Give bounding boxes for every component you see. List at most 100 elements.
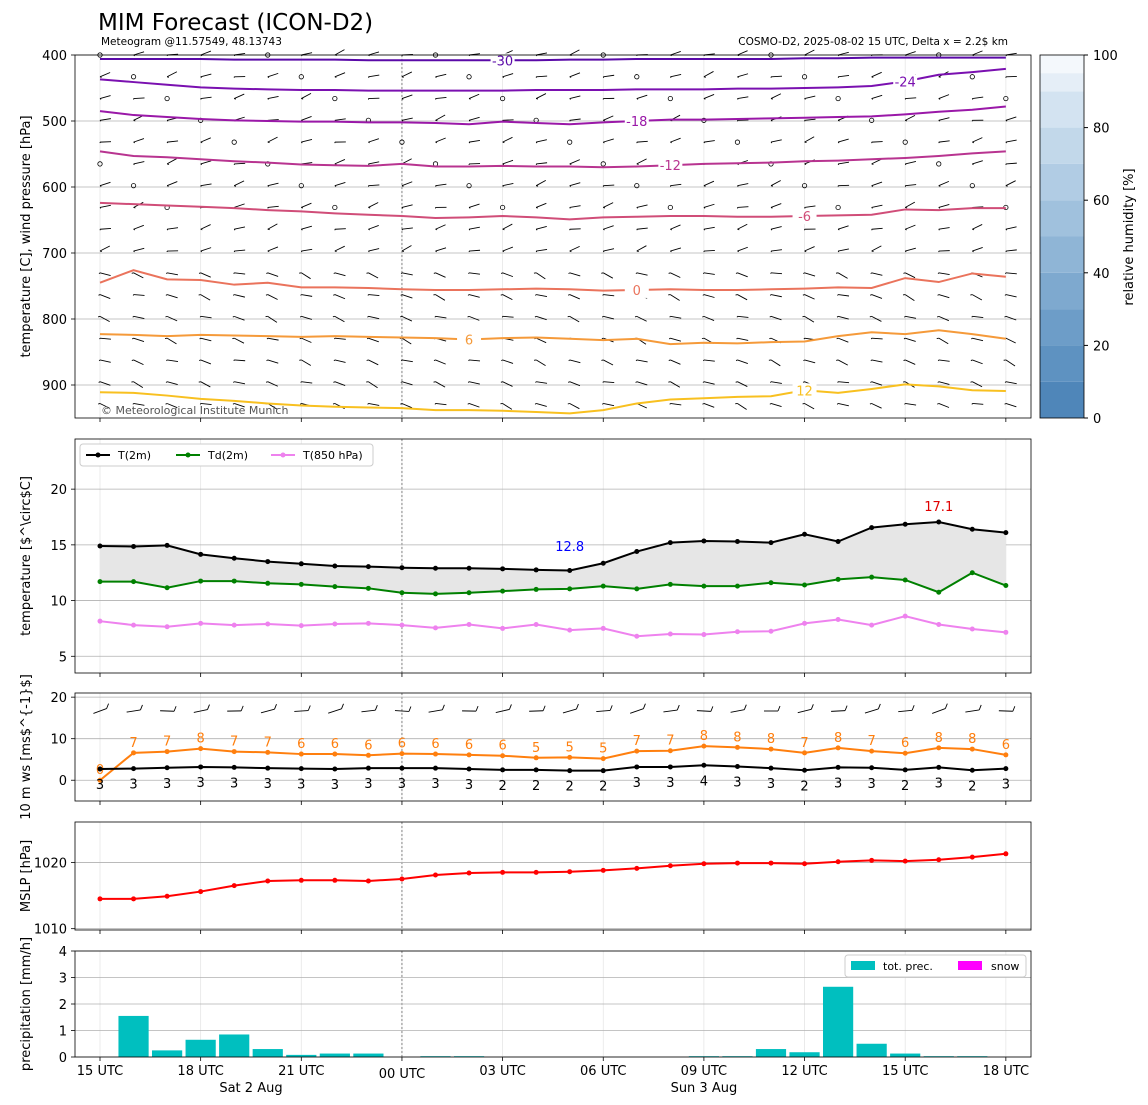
wind-barb [401,227,413,230]
wind-barb [797,708,812,714]
wind-barb [670,381,681,388]
wind-barb-flag [502,228,505,231]
wind-barb-flag [870,272,872,275]
wind-barb [200,315,212,319]
wind-barb [603,294,615,297]
wind-barb-flag [299,337,302,340]
series-point [433,625,438,631]
wind-barb [569,272,581,277]
wind-barb [133,359,144,366]
wind-barb-flag [869,403,872,405]
wind-barb [401,337,412,345]
wind-barb-flag [99,207,102,209]
wind-barb [368,359,379,366]
wind-barb-calm [634,183,640,189]
wind-barb [938,403,950,408]
wind-barb-flag [938,98,941,100]
wind-barb [133,224,144,230]
surface-temperature-panel: 5 10 15 20 temperature [$^\circ$C] 12.8 17.1 T(… [19,438,1032,677]
wind-barb [703,140,715,143]
wind-barb-flag [98,272,101,275]
wind-barb [368,381,378,389]
wind-barb [200,403,212,405]
wind-barb-flag [98,403,101,405]
wind-barb-flag [333,272,336,275]
series-point [936,519,942,525]
wind-barb [301,202,312,208]
time-tick-label: 00 UTC [379,1067,425,1082]
wind-barb [871,94,883,99]
wind-barb [569,403,580,410]
series-point [97,896,103,902]
wind-barb-calm [298,74,304,80]
wind-barb-flag [368,76,370,78]
wind-barb [435,247,447,252]
wind-barb-flag [567,294,570,296]
wind-barb-flag [770,98,773,100]
wind-barb [569,182,581,187]
series-point [164,749,170,755]
y-tick-label: 20 [50,691,67,706]
wind-barb [200,337,212,342]
wind-barb-flag [871,207,873,209]
series-point [1003,530,1009,536]
wind-barb-flag [804,163,807,166]
wind-barb-flag [140,704,143,711]
wind-barb-flag [166,120,169,122]
wind-barb [770,294,782,298]
wind-barb-flag [703,228,705,231]
wind-barb [200,96,212,100]
series-point [298,623,304,629]
colorbar-frame [1039,54,1085,419]
plot-frame [74,692,1032,802]
wind-barb-flag [905,228,907,231]
wind-barb-flag [468,228,471,231]
series-point [500,588,506,594]
isotherm-label-bg [624,114,649,129]
time-tick-label: 21 UTC [278,1064,324,1079]
plot-frame [74,438,1032,674]
wind-barb-flag [99,98,102,100]
wind-barb-flag [133,207,136,209]
wind-barb [536,294,548,298]
wind-barb-flag [368,207,371,209]
wind-barb [871,337,883,340]
wind-barb [468,226,480,230]
series-point [1003,629,1009,635]
wind-barb [167,140,179,143]
wind-barb-flag [769,381,772,383]
wind-barb [200,247,212,252]
precip-bar [219,1034,250,1057]
wind-barb [838,381,850,384]
wind-barb-flag [435,228,438,231]
wind-barb [905,184,917,187]
series-point [902,858,908,864]
wind-barb [1005,139,1017,143]
isotherm-label-bg [658,158,683,174]
wind-barb-flag [133,250,135,253]
wind-barb [468,315,480,321]
wind-barb-flag [133,163,135,166]
data-label: 8 [197,732,205,747]
data-label: 2 [901,779,909,794]
time-tick-label: 18 UTC [983,1064,1029,1079]
series-point [835,745,841,751]
wind-barb-flag [1012,706,1016,712]
wind-barb-flag [368,250,370,253]
wind-barb [401,71,413,78]
wind-barb [133,337,145,343]
series-point [500,625,506,631]
wind-barb-flag [198,381,201,383]
wind-barb [804,95,816,99]
wind-barb-flag [938,120,941,122]
wind-barb [368,403,380,406]
wind-barb-flag [636,163,639,165]
series-point [231,883,237,889]
wind-barb-calm [399,139,405,145]
wind-barb [435,272,446,278]
wind-barb-flag [937,403,939,405]
wind-barb-flag [804,250,807,253]
wind-barb-flag [99,185,102,187]
wind-barb-flag [133,228,136,231]
wind-barb-flag [735,381,738,383]
